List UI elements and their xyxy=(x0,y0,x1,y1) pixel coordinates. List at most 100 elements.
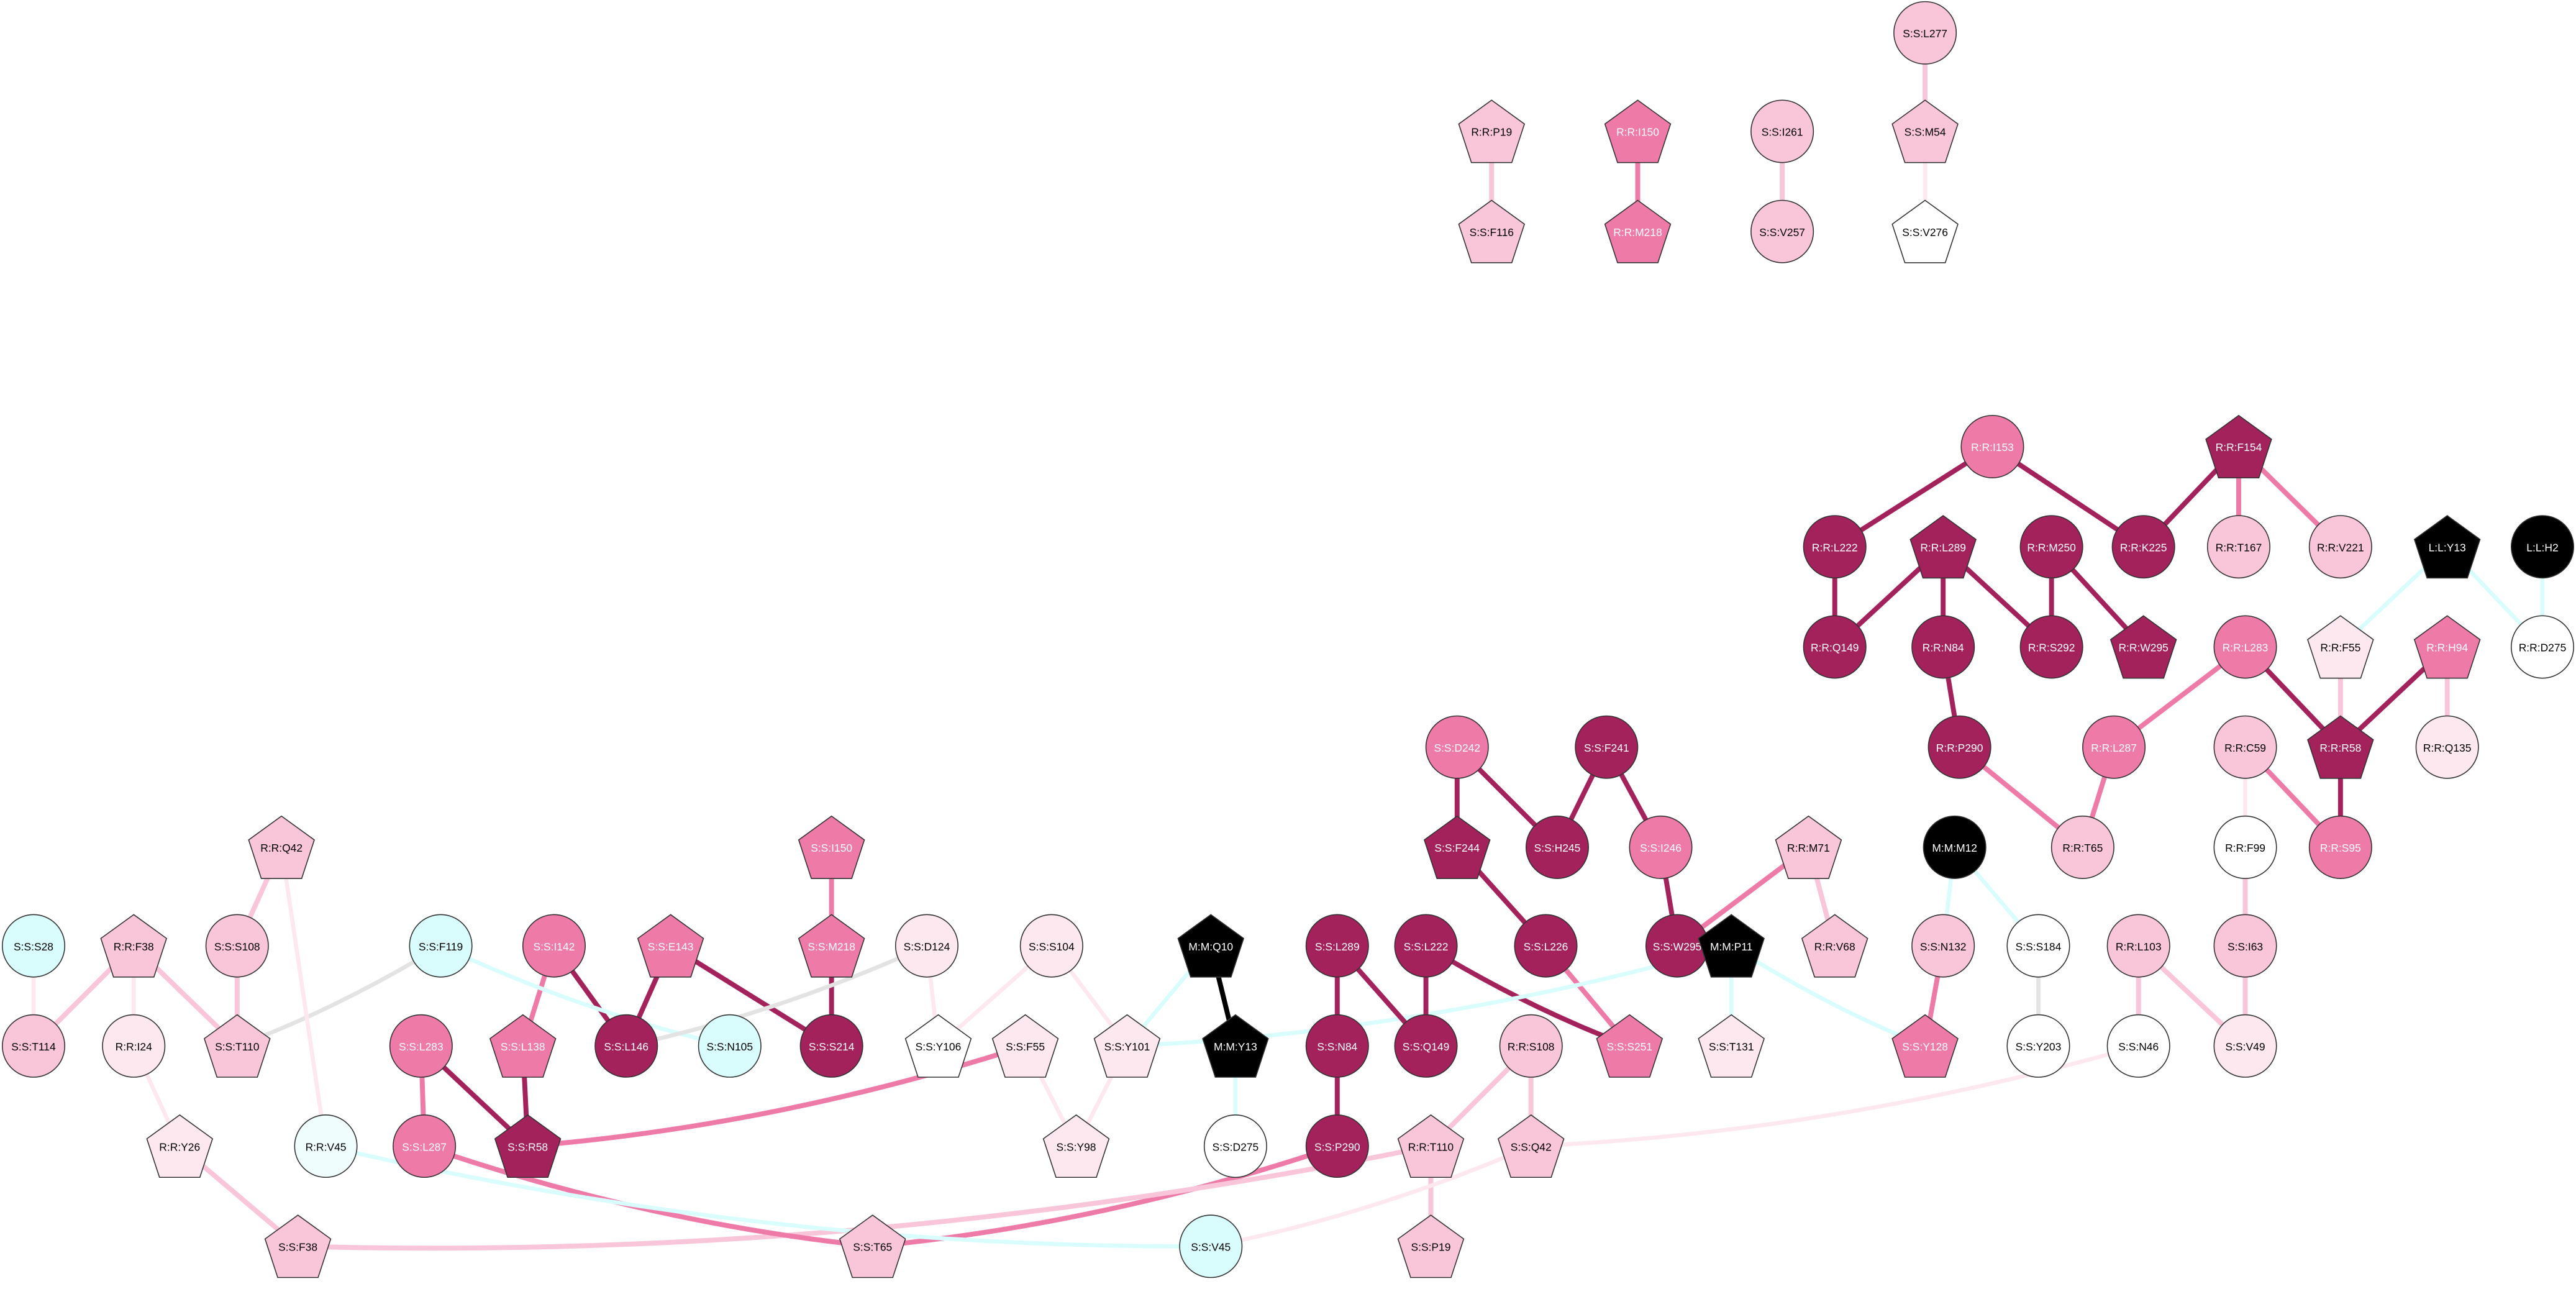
node-label: S:S:S214 xyxy=(809,1041,855,1053)
node: S:S:D275 xyxy=(1203,1114,1267,1178)
node: R:R:C59 xyxy=(2213,715,2277,779)
node: S:S:V276 xyxy=(1891,199,1959,263)
node-label: S:S:Y101 xyxy=(1104,1041,1150,1053)
node-circle xyxy=(2019,615,2083,679)
node: S:S:R58 xyxy=(494,1114,562,1178)
node: R:R:F99 xyxy=(2213,815,2277,879)
node: S:S:W295 xyxy=(1645,914,1709,978)
node: R:R:V45 xyxy=(294,1114,358,1178)
node: S:S:F55 xyxy=(991,1014,1059,1078)
node: R:R:P19 xyxy=(1458,99,1526,163)
node-circle xyxy=(1,914,66,978)
node-circle xyxy=(1927,715,1991,779)
node-label: S:S:F244 xyxy=(1434,842,1480,854)
node-pentagon xyxy=(264,1214,332,1278)
node-pentagon xyxy=(1891,1014,1959,1078)
node-label: L:L:Y13 xyxy=(2429,541,2466,553)
node: S:S:I261 xyxy=(1750,99,1814,163)
node-circle xyxy=(2213,914,2277,978)
node-label: S:S:S104 xyxy=(1029,941,1075,953)
node-circle xyxy=(1499,1014,1563,1078)
node: R:R:I24 xyxy=(102,1014,166,1078)
node-label: R:R:F99 xyxy=(2225,842,2265,854)
node-circle xyxy=(2213,615,2277,679)
node-circle xyxy=(2106,914,2170,978)
node: S:S:M54 xyxy=(1891,99,1959,163)
node-pentagon xyxy=(798,815,865,879)
node-label: R:R:N84 xyxy=(1923,642,1964,654)
node-label: S:S:S28 xyxy=(14,941,53,953)
node-label: S:S:V276 xyxy=(1902,226,1948,239)
edge xyxy=(872,1144,1339,1249)
node-label: R:R:T167 xyxy=(2216,541,2262,553)
node: S:S:I246 xyxy=(1629,815,1693,879)
node-label: R:R:I24 xyxy=(116,1041,152,1053)
node: S:S:I142 xyxy=(522,914,586,978)
node: S:S:V45 xyxy=(1179,1214,1243,1278)
node-pentagon xyxy=(1604,99,1672,163)
node-label: S:S:I261 xyxy=(1762,126,1803,139)
node-label: S:S:Q42 xyxy=(1511,1141,1552,1153)
node-label: S:S:M54 xyxy=(1905,126,1946,139)
node-label: R:R:I153 xyxy=(1971,441,2014,453)
node-label: S:S:Y106 xyxy=(916,1041,962,1053)
node: S:S:N84 xyxy=(1305,1014,1369,1078)
node-pentagon xyxy=(798,914,865,978)
node: M:M:Y13 xyxy=(1202,1014,1269,1078)
node-label: R:R:Y26 xyxy=(159,1141,200,1153)
node: S:S:F244 xyxy=(1423,815,1491,879)
node-circle xyxy=(1425,715,1489,779)
node-label: S:S:S108 xyxy=(214,941,260,953)
node: S:S:E143 xyxy=(637,914,704,978)
node-pentagon xyxy=(1604,199,1672,263)
node: S:S:Q149 xyxy=(1394,1014,1458,1078)
node: R:R:M250 xyxy=(2019,515,2083,579)
node: S:S:N46 xyxy=(2106,1014,2170,1078)
node-circle xyxy=(409,914,473,978)
node-pentagon xyxy=(489,1014,557,1078)
node-label: M:M:Q10 xyxy=(1188,941,1233,953)
node-pentagon xyxy=(248,815,315,879)
node: M:M:Q10 xyxy=(1177,914,1245,978)
edge xyxy=(626,944,928,1049)
node: R:R:D275 xyxy=(2510,615,2575,679)
node-label: R:R:T65 xyxy=(2062,842,2103,854)
node-pentagon xyxy=(839,1214,906,1278)
node-label: S:S:V257 xyxy=(1759,226,1805,239)
node-circle xyxy=(389,1014,453,1078)
node-label: R:R:Q42 xyxy=(260,842,303,854)
node: M:M:P11 xyxy=(1698,914,1765,978)
node: S:S:V257 xyxy=(1750,199,1814,263)
node-circle xyxy=(2106,1014,2170,1078)
node-pentagon xyxy=(1909,515,1977,579)
node: R:R:Q135 xyxy=(2415,715,2479,779)
node: S:S:H245 xyxy=(1525,815,1590,879)
node-pentagon xyxy=(1397,1114,1465,1178)
node-label: R:R:L283 xyxy=(2223,642,2269,654)
node-pentagon xyxy=(1177,914,1245,978)
node: S:S:I63 xyxy=(2213,914,2277,978)
node-circle xyxy=(2111,515,2175,579)
node: S:S:D124 xyxy=(894,914,958,978)
node-circle xyxy=(1305,914,1369,978)
node: S:S:Y98 xyxy=(1042,1114,1110,1178)
node-circle xyxy=(2308,515,2372,579)
node-label: R:R:V68 xyxy=(1814,941,1855,953)
node: R:R:L283 xyxy=(2213,615,2277,679)
node-circle xyxy=(1394,1014,1458,1078)
node-label: S:S:N84 xyxy=(1317,1041,1357,1053)
node: S:S:Y128 xyxy=(1891,1014,1959,1078)
node: S:S:L226 xyxy=(1514,914,1578,978)
node-pentagon xyxy=(494,1114,562,1178)
node: S:S:T131 xyxy=(1698,1014,1765,1078)
node-label: S:S:I63 xyxy=(2228,941,2263,953)
node-circle xyxy=(2206,515,2270,579)
node-label: L:L:H2 xyxy=(2526,541,2558,553)
node-pentagon xyxy=(2109,615,2177,679)
node-label: S:S:E143 xyxy=(648,941,694,953)
node-label: R:R:P290 xyxy=(1936,742,1983,754)
node-label: R:R:L103 xyxy=(2116,941,2162,953)
node: R:R:R58 xyxy=(2307,715,2374,779)
node-label: R:R:V221 xyxy=(2317,541,2364,553)
node-label: R:R:Q135 xyxy=(2423,742,2472,754)
